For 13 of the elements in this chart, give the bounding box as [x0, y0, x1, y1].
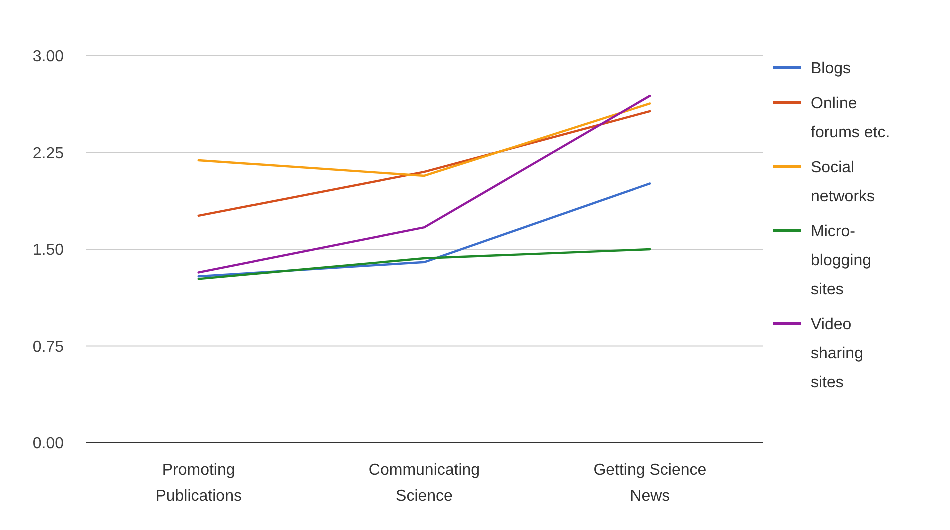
legend-label: Micro-blogging sites: [811, 224, 872, 299]
x-tick-label: Getting Science News: [594, 462, 707, 505]
y-tick-label: 3.00: [32, 48, 64, 66]
y-tick-label: 1.50: [32, 242, 64, 260]
y-tick-label: 0.75: [32, 338, 64, 356]
legend-label: Video sharing sites: [811, 316, 864, 392]
legend-label: Social networks: [811, 160, 876, 206]
x-tick-label: Promoting Publications: [156, 462, 242, 505]
legend-label: Blogs: [811, 60, 852, 78]
y-tick-label: 2.25: [32, 145, 64, 162]
legend-label: Online forums etc.: [811, 96, 890, 142]
x-tick-label: Communicating Science: [368, 462, 480, 505]
y-tick-label: 0.00: [32, 436, 64, 453]
